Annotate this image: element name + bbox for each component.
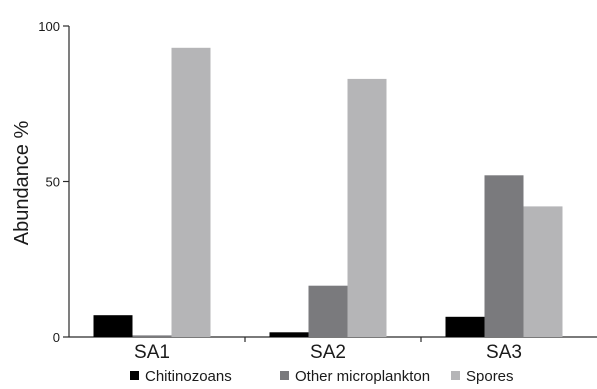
y-ticks: 0 50 100 (38, 19, 69, 345)
bar-sa1-other-microplankton (132, 335, 172, 337)
legend-swatch-spores (451, 371, 460, 380)
bar-sa3-chitinozoans (445, 316, 485, 337)
bar-sa2-other-microplankton (308, 285, 348, 337)
category-label-sa2: SA2 (310, 342, 346, 363)
y-tick-label: 100 (38, 19, 60, 34)
legend-swatch-other-microplankton (280, 371, 289, 380)
bar-sa1-spores (171, 47, 211, 338)
category-label-sa1: SA1 (134, 342, 170, 363)
bars (93, 47, 563, 338)
legend-label-chitinozoans: Chitinozoans (145, 368, 232, 385)
legend-label-spores: Spores (466, 368, 514, 385)
y-axis-title: Abundance % (11, 121, 33, 246)
y-tick-label: 0 (53, 330, 60, 345)
bar-sa2-chitinozoans (269, 332, 309, 337)
bar-sa2-spores (347, 78, 387, 338)
category-labels: SA1 SA2 SA3 (134, 337, 522, 363)
category-label-sa3: SA3 (486, 342, 522, 363)
legend-swatch-chitinozoans (130, 371, 139, 380)
legend-label-other-microplankton: Other microplankton (295, 368, 430, 385)
y-tick-label: 50 (46, 175, 60, 190)
bar-sa3-spores (523, 206, 563, 337)
legend: Chitinozoans Other microplankton Spores (130, 368, 514, 385)
bar-sa3-other-microplankton (484, 175, 524, 337)
bar-sa1-chitinozoans (93, 315, 133, 337)
